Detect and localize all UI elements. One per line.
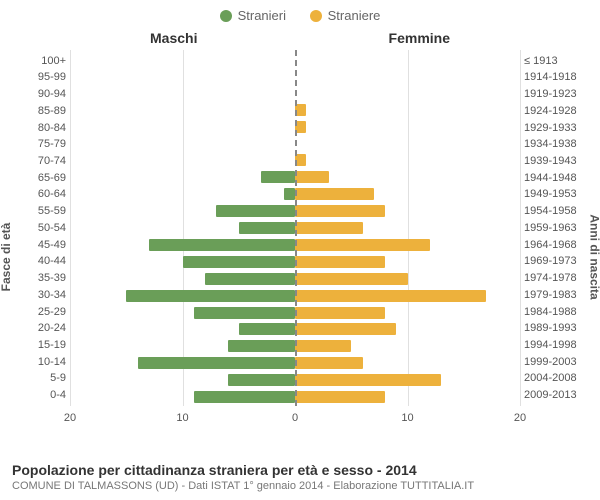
birth-label: 1989-1993 xyxy=(524,322,600,334)
col-header-male: Maschi xyxy=(150,30,197,46)
footer: Popolazione per cittadinanza straniera p… xyxy=(12,462,588,492)
bar-male xyxy=(194,307,295,319)
birth-label: 1979-1983 xyxy=(524,289,600,301)
bar-female xyxy=(295,391,385,403)
age-label: 70-74 xyxy=(0,155,66,167)
legend-female-swatch xyxy=(310,10,322,22)
x-tick-label: 20 xyxy=(514,412,526,424)
birth-label: 1974-1978 xyxy=(524,272,600,284)
birth-label: 1929-1933 xyxy=(524,122,600,134)
birth-label: 2009-2013 xyxy=(524,389,600,401)
bar-female xyxy=(295,340,351,352)
legend-male-label: Stranieri xyxy=(238,8,286,23)
legend-male: Stranieri xyxy=(220,8,286,23)
birth-label: 2004-2008 xyxy=(524,372,600,384)
legend-female-label: Straniere xyxy=(328,8,381,23)
birth-label: 1994-1998 xyxy=(524,339,600,351)
x-tick-label: 0 xyxy=(292,412,298,424)
bar-female xyxy=(295,171,329,183)
age-label: 75-79 xyxy=(0,138,66,150)
footer-subtitle: COMUNE DI TALMASSONS (UD) - Dati ISTAT 1… xyxy=(12,480,588,492)
col-header-female: Femmine xyxy=(389,30,450,46)
bar-male xyxy=(228,374,296,386)
age-label: 10-14 xyxy=(0,356,66,368)
legend-female: Straniere xyxy=(310,8,381,23)
birth-label: 1934-1938 xyxy=(524,138,600,150)
birth-label: 1924-1928 xyxy=(524,105,600,117)
bar-male xyxy=(228,340,296,352)
age-label: 65-69 xyxy=(0,172,66,184)
bar-female xyxy=(295,273,408,285)
age-label: 55-59 xyxy=(0,205,66,217)
bar-male xyxy=(126,290,295,302)
age-label: 35-39 xyxy=(0,272,66,284)
age-label: 30-34 xyxy=(0,289,66,301)
age-label: 5-9 xyxy=(0,372,66,384)
bar-male xyxy=(261,171,295,183)
birth-label: 1939-1943 xyxy=(524,155,600,167)
bar-female xyxy=(295,222,363,234)
birth-label: 1949-1953 xyxy=(524,188,600,200)
bar-female xyxy=(295,290,486,302)
bar-female xyxy=(295,256,385,268)
birth-label: 1914-1918 xyxy=(524,71,600,83)
footer-title: Popolazione per cittadinanza straniera p… xyxy=(12,462,588,478)
bar-female xyxy=(295,357,363,369)
age-label: 25-29 xyxy=(0,306,66,318)
birth-label: 1984-1988 xyxy=(524,306,600,318)
bar-male xyxy=(239,323,295,335)
chart-container: Stranieri Straniere Maschi Femmine Fasce… xyxy=(0,0,600,500)
grid-line xyxy=(520,50,521,406)
bar-male xyxy=(138,357,296,369)
plot-area: 201001020 xyxy=(70,50,520,430)
age-label: 15-19 xyxy=(0,339,66,351)
birth-label: 1999-2003 xyxy=(524,356,600,368)
age-label: 0-4 xyxy=(0,389,66,401)
age-label: 85-89 xyxy=(0,105,66,117)
bar-male xyxy=(149,239,295,251)
bar-female xyxy=(295,374,441,386)
age-labels: 100+ 95-99 90-94 85-89 80-84 75-79 70-74 65-69 6… xyxy=(0,50,66,406)
bar-female xyxy=(295,239,430,251)
age-label: 100+ xyxy=(0,55,66,67)
x-tick-label: 10 xyxy=(401,412,413,424)
bar-female xyxy=(295,323,396,335)
x-ticks: 201001020 xyxy=(70,410,520,430)
age-label: 95-99 xyxy=(0,71,66,83)
age-label: 40-44 xyxy=(0,255,66,267)
birth-label: 1944-1948 xyxy=(524,172,600,184)
birth-label: 1919-1923 xyxy=(524,88,600,100)
bar-female xyxy=(295,188,374,200)
x-tick-label: 10 xyxy=(176,412,188,424)
birth-label: ≤ 1913 xyxy=(524,55,600,67)
birth-label: 1964-1968 xyxy=(524,239,600,251)
center-line xyxy=(295,50,297,406)
age-label: 90-94 xyxy=(0,88,66,100)
birth-labels: ≤ 1913 1914-1918 1919-1923 1924-1928 1929-19… xyxy=(524,50,600,406)
age-label: 50-54 xyxy=(0,222,66,234)
age-label: 60-64 xyxy=(0,188,66,200)
bar-male xyxy=(183,256,296,268)
bar-male xyxy=(216,205,295,217)
bar-male xyxy=(284,188,295,200)
age-label: 20-24 xyxy=(0,322,66,334)
legend: Stranieri Straniere xyxy=(0,0,600,25)
bar-male xyxy=(239,222,295,234)
age-label: 80-84 xyxy=(0,122,66,134)
legend-male-swatch xyxy=(220,10,232,22)
age-label: 45-49 xyxy=(0,239,66,251)
bar-female xyxy=(295,307,385,319)
birth-label: 1969-1973 xyxy=(524,255,600,267)
bar-male xyxy=(205,273,295,285)
x-tick-label: 20 xyxy=(64,412,76,424)
bar-female xyxy=(295,205,385,217)
bar-male xyxy=(194,391,295,403)
birth-label: 1959-1963 xyxy=(524,222,600,234)
birth-label: 1954-1958 xyxy=(524,205,600,217)
